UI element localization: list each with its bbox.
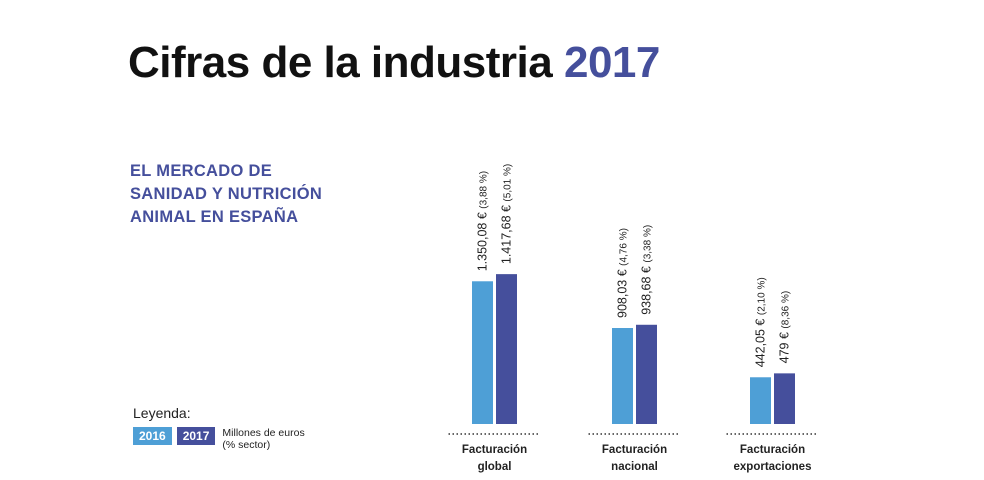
data-label-value: 938,68 €: [640, 263, 654, 315]
bar-2017: [636, 324, 657, 424]
data-label-share: (3,88 %): [479, 171, 490, 209]
page-title: Cifras de la industria 2017: [128, 38, 660, 88]
category-label: nacional: [611, 461, 658, 473]
bar-2016: [472, 281, 493, 424]
category-label: Facturación: [602, 444, 667, 456]
bar-2016: [612, 328, 633, 424]
subtitle-line-1: EL MERCADO DE: [130, 162, 273, 180]
bar-2017: [774, 373, 795, 424]
data-label: 442,05 € (2,10 %): [754, 277, 768, 367]
subtitle-line-3: ANIMAL EN ESPAÑA: [130, 208, 299, 226]
bar-2017: [496, 274, 517, 424]
legend-units-line-2: (% sector): [222, 439, 271, 451]
data-label-value: 908,03 €: [616, 266, 630, 318]
subtitle-line-2: SANIDAD Y NUTRICIÓN: [130, 185, 323, 203]
data-label-share: (3,38 %): [643, 225, 654, 263]
data-label-value: 1.350,08 €: [476, 209, 490, 272]
category-label: exportaciones: [734, 461, 812, 473]
legend-swatch-2017: 2017: [176, 427, 216, 445]
category-label: Facturación: [462, 444, 527, 456]
legend-units: Millones de euros (% sector): [222, 427, 304, 451]
chart-legend: Leyenda: 2016 2017 Millones de euros (% …: [133, 405, 305, 451]
data-label: 1.417,68 € (5,01 %): [500, 164, 514, 264]
data-label: 938,68 € (3,38 %): [640, 225, 654, 315]
category-label: Facturación: [740, 444, 805, 456]
data-label: 908,03 € (4,76 %): [616, 228, 630, 318]
legend-swatch-2016: 2016: [133, 427, 172, 445]
data-label-share: (4,76 %): [619, 228, 630, 266]
data-label-value: 1.417,68 €: [500, 202, 514, 265]
legend-title: Leyenda:: [133, 405, 191, 421]
legend-units-line-1: Millones de euros: [222, 427, 305, 439]
bar-2016: [750, 377, 771, 424]
data-label-value: 479 €: [778, 329, 792, 364]
data-label-share: (2,10 %): [757, 277, 768, 315]
title-year: 2017: [563, 38, 660, 87]
data-label: 1.350,08 € (3,88 %): [476, 171, 490, 271]
chart-subtitle: EL MERCADO DE SANIDAD Y NUTRICIÓN ANIMAL…: [130, 160, 390, 229]
data-label-value: 442,05 €: [754, 315, 768, 367]
title-text: Cifras de la industria: [128, 38, 553, 87]
legend-row: 2016 2017 Millones de euros (% sector): [133, 427, 305, 451]
data-label-share: (5,01 %): [503, 164, 514, 202]
data-label: 479 € (8,36 %): [778, 291, 792, 364]
data-label-share: (8,36 %): [781, 291, 792, 329]
category-label: global: [478, 461, 512, 473]
